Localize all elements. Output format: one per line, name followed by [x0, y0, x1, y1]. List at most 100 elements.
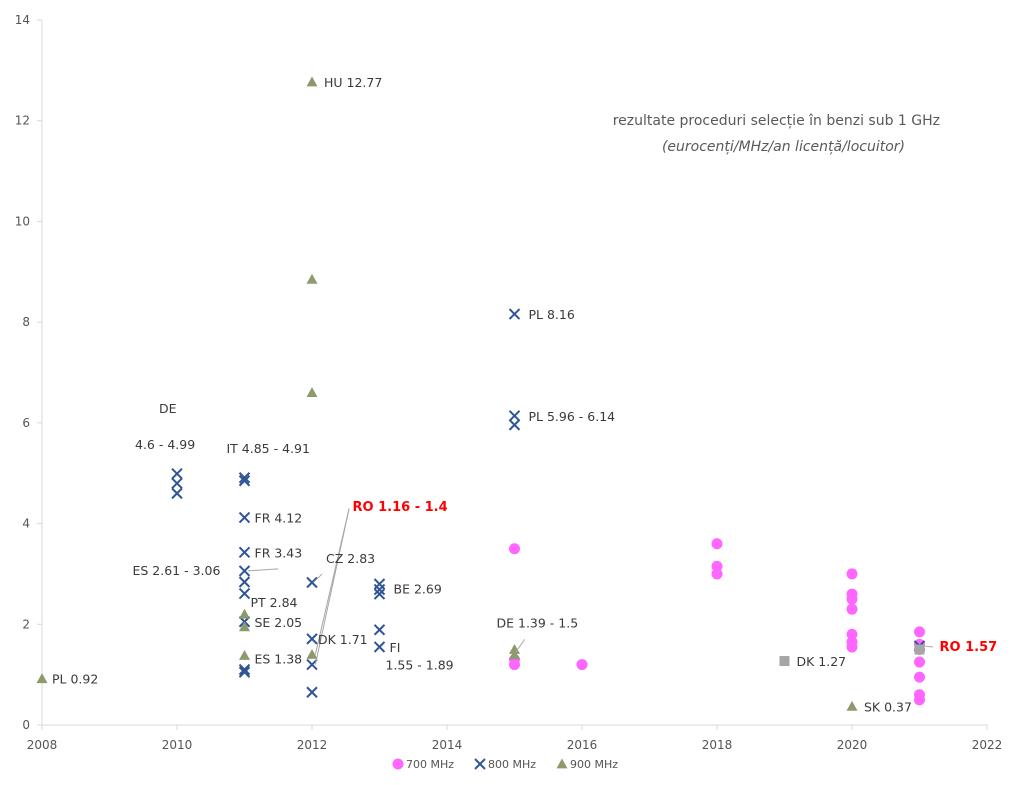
leader-lines	[247, 508, 934, 665]
data-label: BE 2.69	[394, 582, 442, 597]
data-label: IT 4.85 - 4.91	[227, 441, 310, 456]
chart-title: rezultate proceduri selecție în benzi su…	[613, 113, 940, 129]
x-tick-label: 2020	[837, 738, 868, 752]
point-800-mhz	[238, 666, 251, 678]
x-mark-stroke	[508, 410, 521, 422]
point-700-mhz	[711, 538, 723, 550]
point-900-mhz	[306, 387, 318, 398]
point-900-mhz	[306, 273, 318, 284]
data-label: PL 5.96 - 6.14	[529, 409, 616, 424]
x-mark-stroke	[238, 663, 251, 676]
y-tick-label: 10	[15, 214, 30, 228]
point-900-mhz	[239, 621, 250, 632]
y-tick-label: 0	[22, 718, 30, 732]
x-mark-stroke	[373, 624, 386, 636]
data-label: FR 3.43	[255, 545, 303, 560]
point-800-mhz	[508, 419, 521, 431]
point-800-mhz	[306, 576, 318, 589]
data-label: HU 12.77	[324, 75, 382, 90]
x-mark-stroke	[373, 588, 386, 600]
point-700-mhz	[846, 593, 858, 605]
point-800-mhz	[238, 576, 251, 588]
leader-line	[515, 639, 526, 653]
point-900-mhz	[509, 643, 520, 654]
data-label: RO 1.16 - 1.4	[353, 500, 448, 515]
point-800-mhz	[171, 487, 183, 500]
point-700-mhz	[711, 560, 723, 572]
data-label: ES 1.38	[255, 652, 303, 667]
data-label: FR 4.12	[255, 511, 303, 526]
x-mark-stroke	[373, 583, 386, 596]
x-tick-label: 2016	[567, 738, 598, 752]
legend-label: 700 MHz	[406, 758, 454, 771]
point-800-mhz	[306, 686, 318, 698]
x-mark-stroke	[373, 641, 386, 653]
point-800-mhz	[508, 410, 521, 422]
data-label: FI	[390, 640, 401, 655]
data-label: SK 0.37	[864, 699, 912, 714]
point-800-mhz	[373, 583, 386, 596]
point-800-mhz	[238, 587, 251, 600]
point-800-mhz	[373, 588, 386, 600]
leader-line	[922, 645, 934, 648]
x-mark-stroke	[238, 472, 251, 484]
x-mark-stroke	[306, 633, 318, 645]
data-label: PT 2.84	[251, 595, 298, 610]
data-label: RO 1.57	[940, 640, 998, 655]
point-900-mhz	[239, 608, 250, 619]
x-mark-stroke	[306, 576, 318, 589]
point-800-mhz	[306, 658, 318, 671]
x-tick-label: 2010	[162, 738, 193, 752]
point-700-mhz	[846, 568, 858, 580]
x-mark-stroke	[171, 468, 183, 480]
x-mark-stroke	[238, 587, 251, 600]
x-mark-stroke	[306, 658, 318, 671]
data-label: DK 1.71	[318, 632, 368, 647]
y-tick-label: 8	[22, 315, 30, 329]
point-700-mhz	[914, 694, 925, 706]
point-unlabeled	[779, 656, 790, 667]
point-700-mhz	[914, 671, 925, 683]
point-800-mhz	[238, 472, 251, 484]
point-900-mhz	[239, 650, 250, 660]
leader-line	[314, 508, 350, 665]
point-800-mhz	[238, 475, 251, 487]
legend-label: 800 MHz	[488, 758, 536, 771]
data-label: ES 2.61 - 3.06	[133, 563, 221, 578]
point-800-mhz	[171, 468, 183, 480]
leader-line	[313, 573, 323, 583]
point-unlabeled	[914, 644, 925, 655]
chart-subtitle: (eurocenți/MHz/an licență/locuitor)	[662, 139, 905, 155]
x-mark-stroke	[171, 487, 183, 500]
data-labels: PL 0.92 HU 12.77 DE 4.6 - 4.99 IT 4.85 - 4.9…	[52, 75, 997, 714]
point-800-mhz	[373, 641, 386, 653]
x-mark-stroke	[474, 758, 486, 770]
data-label: 1.55 - 1.89	[386, 658, 454, 673]
y-tick-label: 6	[22, 416, 30, 430]
x-tick-label: 2022	[972, 738, 1003, 752]
data-label: 4.6 - 4.99	[135, 437, 195, 452]
data-label: PL 0.92	[52, 672, 98, 687]
x-mark-stroke	[508, 308, 521, 320]
y-tick-label: 2	[22, 617, 30, 631]
point-800-mhz	[238, 565, 251, 577]
legend-marker	[392, 758, 404, 770]
x-mark-stroke	[238, 565, 251, 577]
point-700-mhz	[914, 626, 925, 638]
point-700-mhz	[846, 628, 858, 640]
legend-label: 900 MHz	[570, 758, 618, 771]
leader-line	[247, 568, 279, 572]
point-900-mhz	[509, 649, 520, 660]
x-mark-stroke	[238, 576, 251, 588]
data-label: CZ 2.83	[326, 551, 375, 566]
axes: 2008 2010 2012 2014 2016 2018 2020 2022 0 2 4 6 8 10 1…	[15, 13, 1003, 752]
x-tick-label: 2012	[297, 738, 328, 752]
legend-marker	[474, 758, 486, 770]
y-tick-label: 4	[22, 517, 30, 531]
data-label: DK 1.27	[797, 654, 847, 669]
x-mark-stroke	[238, 475, 251, 487]
data-label: DE 1.39 - 1.5	[497, 615, 579, 630]
point-900-mhz	[36, 673, 48, 684]
chart-title-block: rezultate proceduri selecție în benzi su…	[613, 113, 940, 155]
